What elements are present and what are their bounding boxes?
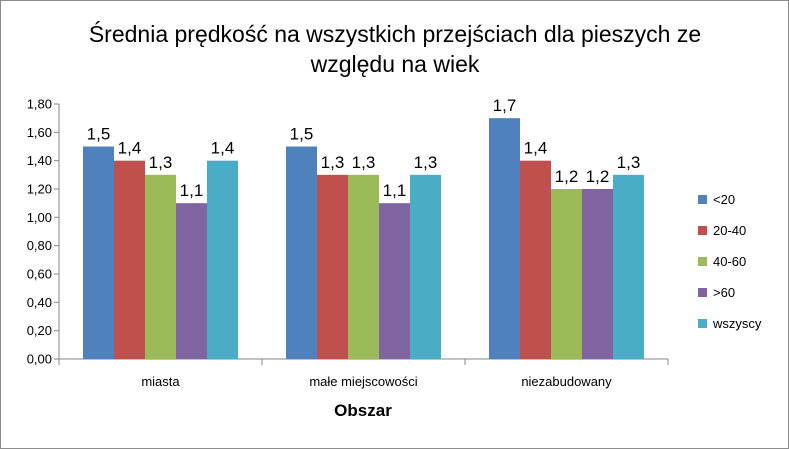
bar-0-1 bbox=[286, 146, 317, 359]
chart-title-line-1: Średnia prędkość na wszystkich przejścia… bbox=[89, 20, 701, 47]
data-label: 1,2 bbox=[555, 167, 579, 186]
data-label: 1,1 bbox=[383, 181, 407, 200]
legend-label: wszyscy bbox=[712, 316, 762, 331]
legend-swatch bbox=[698, 257, 707, 266]
legend-swatch bbox=[698, 226, 707, 235]
data-label: 1,7 bbox=[493, 96, 517, 115]
chart-title-line-2: względu na wiek bbox=[310, 51, 480, 77]
legend-label: >60 bbox=[713, 285, 735, 300]
bar-4-2 bbox=[613, 174, 644, 359]
data-label: 1,3 bbox=[352, 153, 376, 172]
plot-area: 0,00 0,20 0,40 0,60 0,80 1,00 1,20 1,40 1,60 1,80… bbox=[27, 96, 669, 389]
data-label: 1,3 bbox=[321, 153, 345, 172]
bar-0-2 bbox=[489, 118, 520, 360]
legend-swatch bbox=[698, 288, 707, 297]
y-tick-label: 1,00 bbox=[27, 210, 52, 225]
y-tick-label: 1,20 bbox=[27, 182, 52, 197]
data-label: 1,4 bbox=[524, 139, 548, 158]
y-tick-label: 0,40 bbox=[27, 295, 52, 310]
bar-4-0 bbox=[207, 160, 238, 359]
data-label: 1,5 bbox=[290, 125, 314, 144]
bar-1-2 bbox=[520, 160, 551, 359]
data-label: 1,2 bbox=[586, 167, 610, 186]
data-label: 1,4 bbox=[211, 139, 235, 158]
legend-swatch bbox=[698, 195, 707, 204]
legend-swatch bbox=[698, 319, 707, 328]
y-tick-label: 0,00 bbox=[27, 352, 52, 367]
bar-3-1 bbox=[379, 203, 410, 359]
y-tick-label: 1,80 bbox=[27, 97, 52, 112]
legend-label: 40-60 bbox=[713, 254, 746, 269]
legend: <20 20-40 40-60 >60 wszyscy bbox=[698, 192, 762, 331]
data-label: 1,3 bbox=[414, 153, 438, 172]
data-label: 1,4 bbox=[118, 139, 142, 158]
bar-4-1 bbox=[410, 174, 441, 359]
y-tick-label: 1,40 bbox=[27, 153, 52, 168]
legend-label: <20 bbox=[713, 192, 735, 207]
x-tick-label: miasta bbox=[141, 374, 180, 389]
bar-1-1 bbox=[317, 174, 348, 359]
bar-1-0 bbox=[114, 160, 145, 359]
bar-0-0 bbox=[83, 146, 114, 359]
legend-label: 20-40 bbox=[713, 223, 746, 238]
data-label: 1,5 bbox=[87, 125, 111, 144]
bar-3-0 bbox=[176, 203, 207, 359]
bar-2-0 bbox=[145, 174, 176, 359]
bar-2-1 bbox=[348, 174, 379, 359]
y-tick-label: 0,60 bbox=[27, 267, 52, 282]
data-label: 1,1 bbox=[180, 181, 204, 200]
x-tick-label: małe miejscowości bbox=[309, 374, 417, 389]
x-axis-label: Obszar bbox=[334, 401, 392, 420]
y-tick-label: 0,80 bbox=[27, 238, 52, 253]
bar-2-2 bbox=[551, 189, 582, 359]
data-label: 1,3 bbox=[617, 153, 641, 172]
y-tick-label: 1,60 bbox=[27, 125, 52, 140]
x-tick-label: niezabudowany bbox=[521, 374, 612, 389]
y-tick-label: 0,20 bbox=[27, 323, 52, 338]
data-label: 1,3 bbox=[149, 153, 173, 172]
bar-3-2 bbox=[582, 189, 613, 359]
